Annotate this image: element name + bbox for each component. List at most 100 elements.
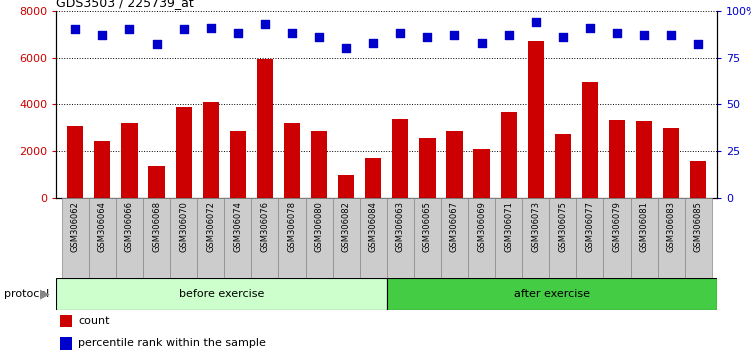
Text: GSM306078: GSM306078 — [288, 201, 297, 252]
Bar — [392, 119, 409, 198]
Text: GSM306077: GSM306077 — [585, 201, 594, 252]
Point — [150, 41, 162, 47]
Bar — [604, 198, 631, 278]
Text: GSM306072: GSM306072 — [207, 201, 216, 251]
Text: ▶: ▶ — [40, 287, 50, 300]
Point — [259, 21, 271, 27]
Point — [313, 34, 325, 40]
Bar — [230, 131, 246, 198]
Bar — [311, 131, 327, 198]
Text: GSM306063: GSM306063 — [396, 201, 405, 252]
Text: GSM306064: GSM306064 — [98, 201, 107, 251]
Bar — [122, 123, 137, 198]
Text: GSM306074: GSM306074 — [234, 201, 243, 251]
Point — [584, 25, 596, 30]
Point — [96, 32, 108, 38]
Text: GSM306069: GSM306069 — [477, 201, 486, 251]
Bar — [549, 198, 576, 278]
Text: GSM306068: GSM306068 — [152, 201, 161, 252]
Text: protocol: protocol — [4, 289, 49, 299]
Point — [692, 41, 704, 47]
Text: percentile rank within the sample: percentile rank within the sample — [78, 338, 266, 348]
Bar — [198, 198, 225, 278]
Bar — [306, 198, 333, 278]
Text: GSM306073: GSM306073 — [531, 201, 540, 252]
Bar — [387, 278, 717, 310]
Point — [448, 32, 460, 38]
Bar — [67, 126, 83, 198]
Bar — [576, 198, 604, 278]
Bar — [203, 102, 219, 198]
Point — [69, 27, 81, 32]
Bar — [116, 198, 143, 278]
Bar — [441, 198, 468, 278]
Point — [286, 30, 298, 36]
Text: GSM306084: GSM306084 — [369, 201, 378, 251]
Text: GSM306062: GSM306062 — [71, 201, 80, 251]
Bar — [582, 82, 598, 198]
Bar — [279, 198, 306, 278]
Bar — [528, 41, 544, 198]
Point — [232, 30, 244, 36]
Point — [367, 40, 379, 45]
Bar — [495, 198, 522, 278]
Bar — [360, 198, 387, 278]
Text: GSM306081: GSM306081 — [640, 201, 649, 251]
Text: GSM306066: GSM306066 — [125, 201, 134, 252]
Point — [502, 32, 514, 38]
Text: GSM306083: GSM306083 — [667, 201, 676, 252]
Point — [205, 25, 217, 30]
Text: GDS3503 / 225739_at: GDS3503 / 225739_at — [56, 0, 194, 10]
Text: GSM306082: GSM306082 — [342, 201, 351, 251]
Point — [638, 32, 650, 38]
Point — [123, 27, 135, 32]
Point — [340, 45, 352, 51]
Text: count: count — [78, 316, 110, 326]
Bar — [446, 131, 463, 198]
Text: GSM306067: GSM306067 — [450, 201, 459, 252]
Bar — [685, 198, 712, 278]
Text: GSM306065: GSM306065 — [423, 201, 432, 251]
Point — [394, 30, 406, 36]
Bar — [94, 141, 110, 198]
Bar — [473, 149, 490, 198]
Bar — [636, 121, 652, 198]
Bar — [690, 161, 707, 198]
Bar — [333, 198, 360, 278]
Bar — [414, 198, 441, 278]
Bar — [170, 198, 198, 278]
Bar — [62, 198, 89, 278]
Text: GSM306080: GSM306080 — [315, 201, 324, 251]
Bar — [59, 337, 71, 350]
Bar — [663, 129, 680, 198]
Text: GSM306085: GSM306085 — [694, 201, 703, 251]
Bar — [225, 198, 252, 278]
Point — [611, 30, 623, 36]
Point — [421, 34, 433, 40]
Bar — [252, 198, 279, 278]
Bar — [658, 198, 685, 278]
Text: GSM306070: GSM306070 — [179, 201, 189, 251]
Bar — [143, 198, 170, 278]
Point — [556, 34, 569, 40]
Bar — [500, 112, 517, 198]
Text: GSM306079: GSM306079 — [613, 201, 622, 251]
Point — [475, 40, 487, 45]
Point — [529, 19, 541, 25]
Bar — [149, 166, 164, 198]
Bar — [468, 198, 495, 278]
Text: after exercise: after exercise — [514, 289, 590, 299]
Bar — [419, 138, 436, 198]
Text: GSM306071: GSM306071 — [504, 201, 513, 251]
Bar — [365, 158, 382, 198]
Bar — [387, 198, 414, 278]
Text: before exercise: before exercise — [179, 289, 264, 299]
Bar — [338, 175, 354, 198]
Bar — [522, 198, 549, 278]
Bar — [555, 135, 571, 198]
Point — [178, 27, 190, 32]
Bar — [89, 198, 116, 278]
Bar — [56, 278, 387, 310]
Bar — [631, 198, 658, 278]
Bar — [176, 108, 192, 198]
